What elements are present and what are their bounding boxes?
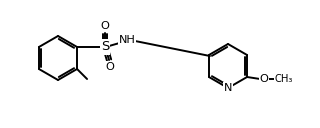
Text: O: O: [100, 21, 109, 31]
Text: O: O: [106, 62, 115, 72]
Text: O: O: [260, 74, 268, 84]
Text: S: S: [101, 40, 109, 54]
Text: CH₃: CH₃: [275, 74, 293, 84]
Text: NH: NH: [119, 35, 135, 45]
Text: N: N: [224, 83, 232, 93]
